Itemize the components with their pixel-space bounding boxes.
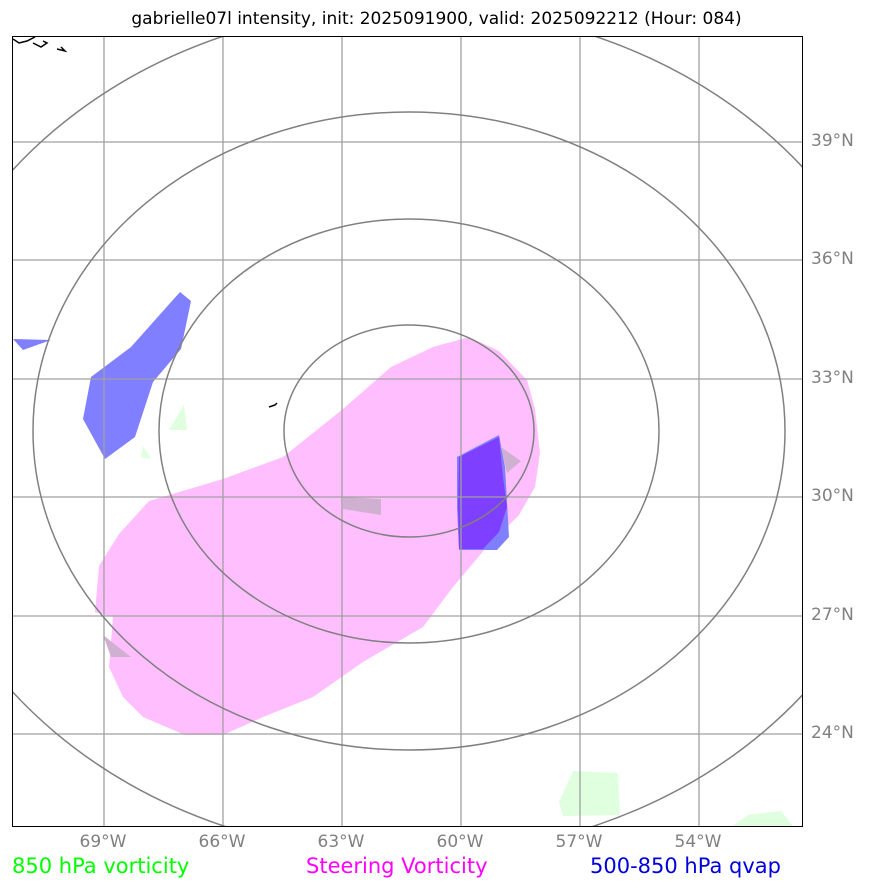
mixed-patch: [343, 497, 381, 515]
coastlines: [13, 37, 278, 408]
vorticity-patch: [559, 771, 620, 816]
lon-label-69w: 69°W: [79, 832, 127, 852]
range-ring-1: [283, 324, 535, 538]
vorticity-patch: [732, 811, 794, 826]
lon-label-54w: 54°W: [674, 832, 722, 852]
lat-label-24n: 24°N: [811, 723, 854, 743]
mixed-patch: [501, 447, 521, 473]
lon-label-60w: 60°W: [436, 832, 484, 852]
lat-label-33n: 33°N: [811, 368, 854, 388]
overlap-layer: [458, 437, 507, 549]
lat-label-36n: 36°N: [811, 249, 854, 269]
map-panel: [12, 36, 803, 827]
range-rings: [13, 37, 802, 826]
steering-vorticity-area: [95, 337, 540, 735]
lat-label-30n: 30°N: [811, 486, 854, 506]
legend-qvap: 500-850 hPa qvap: [590, 854, 781, 878]
vorticity-patch: [141, 446, 151, 459]
coastline-nova-scotia: [13, 37, 36, 44]
lon-label-66w: 66°W: [198, 832, 246, 852]
vorticity-850-layer: [141, 405, 794, 826]
vorticity-patch: [169, 405, 187, 430]
mixed-patch: [103, 635, 131, 657]
overlap-patch: [458, 437, 507, 549]
graticule: [13, 37, 802, 826]
lat-label-39n: 39°N: [811, 131, 854, 151]
range-ring-2: [158, 218, 660, 644]
legend-850-vorticity: 850 hPa vorticity: [12, 854, 190, 878]
map-title: gabrielle07l intensity, init: 2025091900…: [131, 9, 742, 29]
mixed-patches: [103, 447, 521, 657]
lat-label-27n: 27°N: [811, 605, 854, 625]
coastline-island: [32, 40, 49, 48]
range-ring-3: [32, 111, 786, 751]
lon-label-57w: 57°W: [555, 832, 603, 852]
qvap-patch: [13, 339, 51, 350]
coastline-bermuda: [268, 402, 278, 408]
legend-steering-vorticity: Steering Vorticity: [306, 854, 488, 878]
qvap-patch: [83, 292, 191, 459]
coastline-island: [56, 46, 68, 53]
map-canvas: [13, 37, 802, 826]
steering-vorticity-layer: [95, 337, 540, 735]
lon-label-63w: 63°W: [317, 832, 365, 852]
